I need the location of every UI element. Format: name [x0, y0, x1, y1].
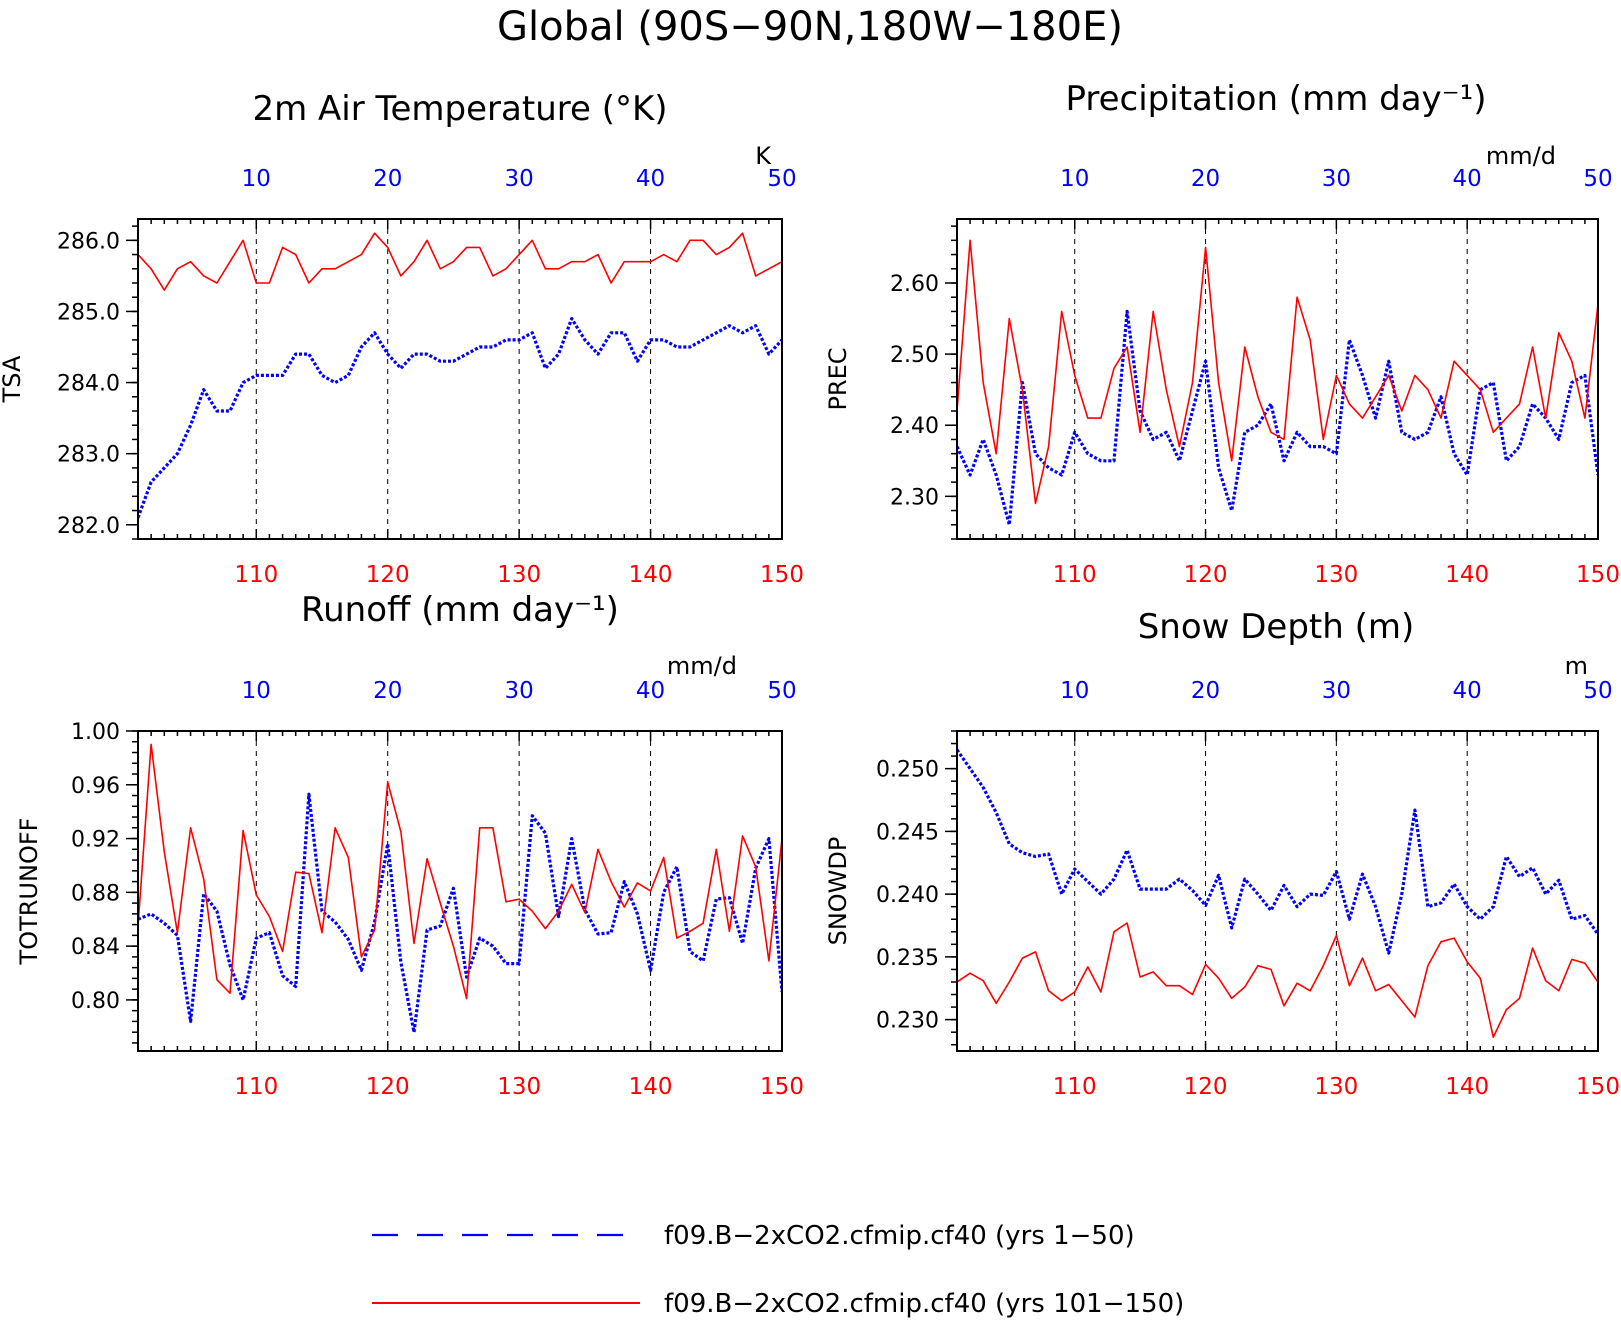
y-tick-label: 282.0	[57, 514, 120, 539]
y-tick-label: 284.0	[57, 372, 120, 397]
units-label: m	[1565, 652, 1588, 680]
x-top-tick-label: 40	[636, 166, 665, 192]
series-line-yrs-101-150	[138, 232, 782, 291]
panel-tsa: 2m Air Temperature (°K) K TSA 282.0 283.0 284…	[0, 89, 804, 588]
x-top-tick-label: 10	[242, 678, 271, 704]
y-tick-label: 0.235	[876, 946, 939, 971]
x-top-tick-label: 10	[1060, 166, 1089, 192]
x-bottom-tick-label: 110	[234, 562, 278, 588]
x-top-tick-label: 40	[1453, 166, 1482, 192]
x-bottom-tick-label: 150	[1576, 562, 1620, 588]
x-top-tick-label: 30	[505, 166, 534, 192]
series-line-yrs-101-150	[957, 239, 1598, 505]
y-axis-label: PREC	[824, 347, 852, 410]
panel-prec: Precipitation (mm day⁻¹)mm/d PREC 2.30 2.40…	[824, 79, 1620, 588]
x-bottom-tick-label: 140	[1445, 1074, 1489, 1100]
legend: f09.B−2xCO2.cfmip.cf40 (yrs 1−50) f09.B−…	[372, 1221, 1184, 1319]
y-tick-label: 286.0	[57, 229, 120, 254]
y-tick-label: 0.92	[71, 828, 120, 853]
plot-frame	[956, 218, 1599, 540]
y-tick-label: 0.84	[71, 935, 120, 960]
y-tick-label: 285.0	[57, 300, 120, 325]
x-top-tick-label: 20	[1191, 678, 1220, 704]
main-title: Global (90S−90N,180W−180E)	[497, 4, 1123, 50]
y-axis-label: TSA	[0, 355, 26, 403]
panel-title: Runoff (mm day⁻¹)	[301, 590, 619, 630]
panel-title: Precipitation (mm day⁻¹)	[1065, 79, 1486, 119]
y-tick-label: 2.30	[890, 485, 939, 510]
units-label: mm/d	[1486, 142, 1556, 170]
x-bottom-tick-label: 150	[760, 1074, 804, 1100]
x-top-tick-label: 30	[1322, 166, 1351, 192]
x-top-tick-label: 50	[1583, 166, 1612, 192]
series-line-yrs-1-50	[138, 317, 782, 519]
x-bottom-tick-label: 130	[497, 562, 541, 588]
x-bottom-tick-label: 110	[1053, 562, 1097, 588]
x-bottom-tick-label: 120	[1184, 562, 1228, 588]
x-top-tick-label: 30	[1322, 678, 1351, 704]
x-bottom-tick-label: 120	[366, 562, 410, 588]
series-line-yrs-101-150	[138, 743, 782, 1000]
x-top-tick-label: 20	[1191, 166, 1220, 192]
y-tick-label: 2.50	[890, 343, 939, 368]
y-tick-label: 0.230	[876, 1009, 939, 1034]
x-top-tick-label: 20	[373, 678, 402, 704]
panel-snowdp: Snow Depth (m) m SNOWDP 0.230 0.235 0.240 0.24…	[824, 607, 1620, 1100]
y-tick-label: 0.250	[876, 758, 939, 783]
x-top-tick-label: 50	[767, 678, 796, 704]
series-line-yrs-1-50	[957, 748, 1598, 955]
y-axis-label: TOTRUNOFF	[15, 818, 43, 966]
panel-totrunoff: Runoff (mm day⁻¹) mm/d TOTRUNOFF 0.80 0.84 0.…	[15, 590, 804, 1100]
x-bottom-tick-label: 120	[1184, 1074, 1228, 1100]
y-axis-label: SNOWDP	[824, 837, 852, 946]
legend-label-yrs-101-150: f09.B−2xCO2.cfmip.cf40 (yrs 101−150)	[664, 1289, 1184, 1319]
units-label: K	[755, 142, 772, 170]
x-bottom-tick-label: 130	[1314, 1074, 1358, 1100]
panel-title: Snow Depth (m)	[1138, 607, 1415, 647]
x-bottom-tick-label: 140	[629, 1074, 673, 1100]
y-tick-label: 2.60	[890, 272, 939, 297]
x-top-tick-label: 50	[767, 166, 796, 192]
legend-label-yrs-1-50: f09.B−2xCO2.cfmip.cf40 (yrs 1−50)	[664, 1221, 1135, 1251]
y-tick-label: 283.0	[57, 443, 120, 468]
series-line-yrs-101-150	[957, 922, 1598, 1038]
plot-frame	[137, 730, 783, 1052]
x-bottom-tick-label: 140	[629, 562, 673, 588]
plot-frame	[137, 218, 783, 540]
x-bottom-tick-label: 130	[1314, 562, 1358, 588]
x-top-tick-label: 10	[1060, 678, 1089, 704]
units-label: mm/d	[667, 652, 737, 680]
x-bottom-tick-label: 140	[1445, 562, 1489, 588]
y-tick-label: 0.245	[876, 820, 939, 845]
x-top-tick-label: 50	[1583, 678, 1612, 704]
x-top-tick-label: 30	[505, 678, 534, 704]
x-top-tick-label: 20	[373, 166, 402, 192]
x-bottom-tick-label: 110	[234, 1074, 278, 1100]
y-tick-label: 1.00	[71, 720, 120, 745]
y-tick-label: 0.240	[876, 883, 939, 908]
y-tick-label: 2.40	[890, 414, 939, 439]
plot-frame	[956, 730, 1599, 1052]
x-bottom-tick-label: 110	[1053, 1074, 1097, 1100]
series-line-yrs-1-50	[138, 792, 782, 1034]
x-bottom-tick-label: 130	[497, 1074, 541, 1100]
y-tick-label: 0.80	[71, 989, 120, 1014]
series-line-yrs-1-50	[957, 309, 1598, 527]
x-top-tick-label: 10	[242, 166, 271, 192]
x-bottom-tick-label: 120	[366, 1074, 410, 1100]
x-top-tick-label: 40	[636, 678, 665, 704]
panel-title: 2m Air Temperature (°K)	[252, 89, 667, 129]
y-tick-label: 0.96	[71, 774, 120, 799]
y-tick-label: 0.88	[71, 881, 120, 906]
x-bottom-tick-label: 150	[1576, 1074, 1620, 1100]
x-top-tick-label: 40	[1453, 678, 1482, 704]
x-bottom-tick-label: 150	[760, 562, 804, 588]
